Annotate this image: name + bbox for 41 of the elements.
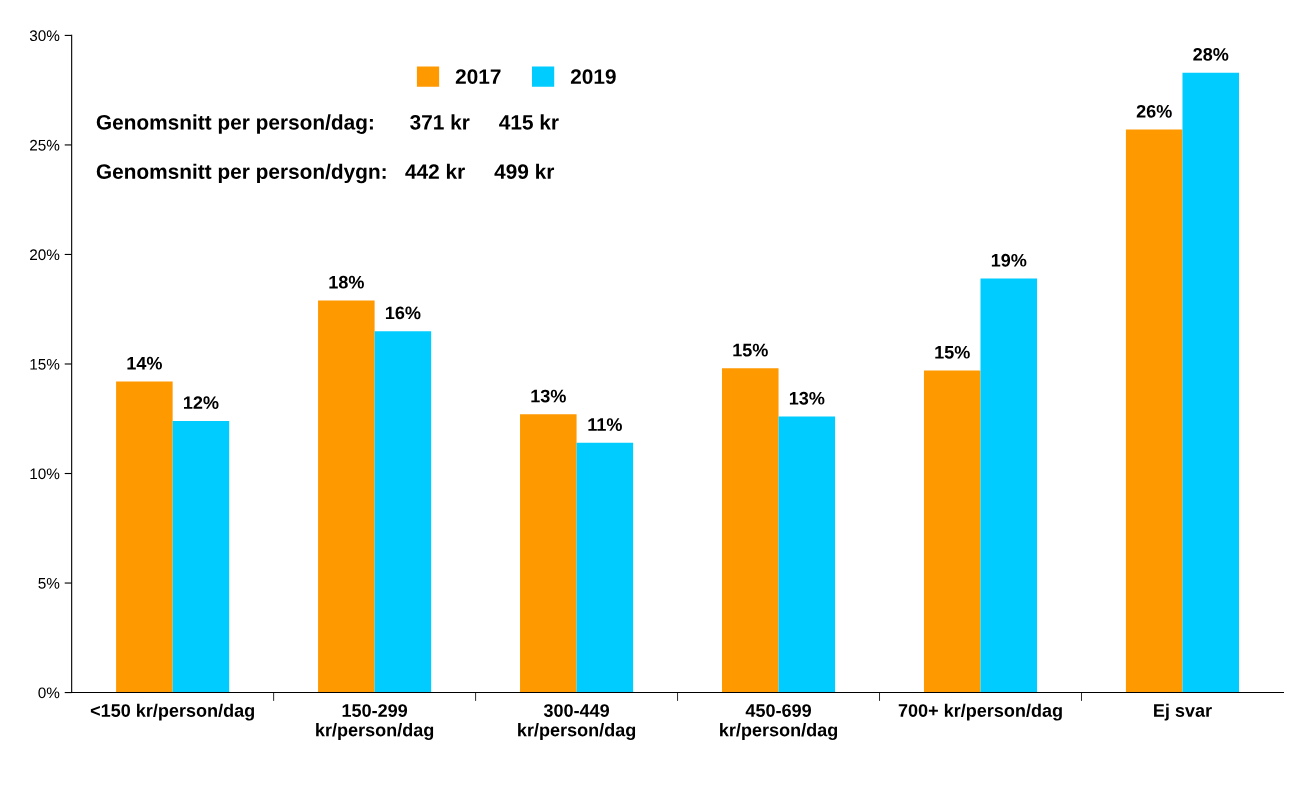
bar — [1182, 72, 1240, 693]
bar — [172, 420, 230, 693]
x-tick-label: <150 kr/person/dag — [90, 703, 254, 721]
x-tick-label: Ej svar — [1154, 703, 1212, 721]
data-label: 26% — [1136, 104, 1172, 118]
bar — [374, 331, 432, 693]
data-label: 13% — [789, 391, 825, 405]
bar — [116, 381, 173, 693]
data-label: 14% — [127, 356, 162, 370]
y-tick-label: 5% — [38, 577, 60, 589]
annotation: Genomsnitt per person/dygn: 442 kr 499 kr — [96, 163, 555, 184]
x-tick-label: 150-299 kr/person/dag — [316, 704, 434, 741]
legend-label: 2019 — [570, 69, 616, 84]
x-tick-label: 450-699 kr/person/dag — [720, 704, 838, 741]
data-label: 16% — [385, 306, 421, 320]
data-label: 19% — [991, 253, 1027, 267]
y-tick-label: 15% — [30, 358, 60, 370]
data-label: 13% — [531, 389, 566, 403]
bar — [318, 300, 375, 693]
bar — [923, 370, 981, 693]
bar — [721, 368, 779, 693]
legend-label: 2017 — [455, 69, 501, 84]
y-tick-label: 20% — [30, 249, 60, 261]
annotation: Genomsnitt per person/dag: 371 kr 415 kr — [96, 114, 559, 134]
x-tick-label: 700+ kr/person/dag — [898, 703, 1062, 721]
data-label: 15% — [935, 345, 970, 359]
bar — [576, 442, 634, 693]
data-label: 18% — [329, 275, 364, 289]
data-label: 15% — [733, 343, 768, 357]
bar — [778, 416, 836, 693]
bar — [1125, 129, 1183, 693]
y-tick-label: 25% — [30, 139, 60, 151]
bar — [520, 414, 577, 693]
x-tick-label: 300-449 kr/person/dag — [518, 704, 636, 741]
data-label: 12% — [183, 396, 219, 409]
bar — [980, 278, 1038, 693]
data-label: 28% — [1193, 47, 1229, 61]
y-tick-label: 10% — [30, 468, 60, 480]
y-tick-label: 0% — [38, 687, 60, 699]
y-tick-label: 30% — [29, 30, 60, 42]
data-label: 11% — [588, 418, 622, 431]
